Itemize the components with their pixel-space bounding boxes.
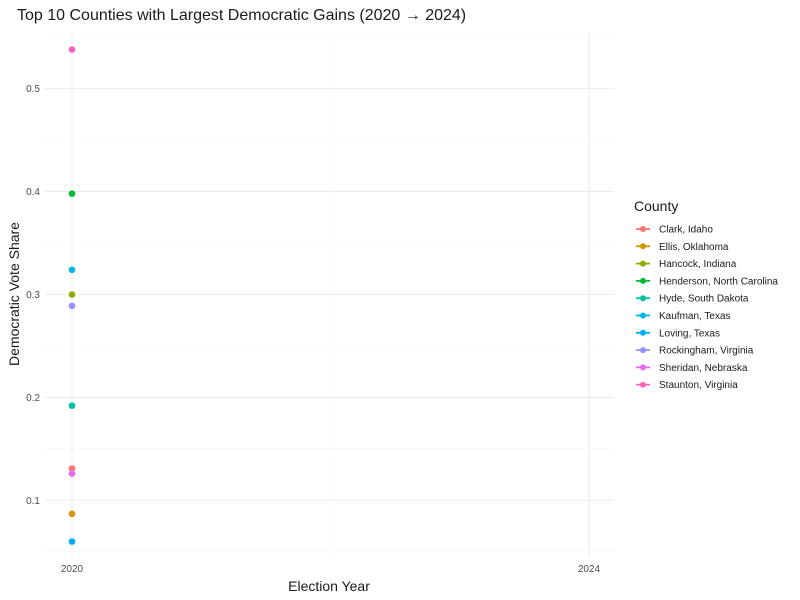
data-point-8 xyxy=(68,302,76,310)
legend-label: Rockingham, Virginia xyxy=(659,346,754,357)
data-point-9 xyxy=(68,470,76,477)
legend-label: Loving, Texas xyxy=(659,328,720,339)
legend-item: Sheridan, Nebraska xyxy=(636,363,748,374)
y-tick-label: 0.3 xyxy=(26,290,40,301)
legend-key-point xyxy=(640,347,646,354)
legend: County Clark, Idaho Ellis, Oklahoma Hancoc… xyxy=(634,198,778,391)
legend-item: Ellis, Oklahoma xyxy=(636,242,729,253)
legend-label: Sheridan, Nebraska xyxy=(659,363,748,374)
data-point-1 xyxy=(68,465,76,472)
legend-key-point xyxy=(640,277,646,284)
y-tick-label: 0.1 xyxy=(26,496,40,507)
legend-label: Staunton, Virginia xyxy=(659,380,738,391)
legend-key-point xyxy=(640,381,646,388)
y-tick-label: 0.5 xyxy=(26,84,40,95)
legend-key-point xyxy=(640,312,646,319)
x-axis-title: Election Year xyxy=(288,578,370,594)
legend-item: Hancock, Indiana xyxy=(636,259,737,270)
data-point-3 xyxy=(68,291,76,298)
legend-item: Hyde, South Dakota xyxy=(636,294,749,305)
legend-key-point xyxy=(640,260,646,267)
x-tick-label: 2020 xyxy=(61,564,84,575)
legend-item: Loving, Texas xyxy=(636,328,720,339)
legend-item: Henderson, North Carolina xyxy=(636,276,778,287)
y-axis-title: Democratic Vote Share xyxy=(6,222,22,366)
legend-item: Staunton, Virginia xyxy=(636,380,738,391)
legend-key-point xyxy=(640,226,646,232)
data-point-5 xyxy=(68,402,76,409)
legend-item: Kaufman, Texas xyxy=(636,311,731,322)
legend-key-point xyxy=(640,329,646,336)
y-tick-label: 0.4 xyxy=(26,187,40,198)
data-point-10 xyxy=(68,46,76,53)
legend-item: Clark, Idaho xyxy=(636,225,713,236)
legend-key-point xyxy=(640,243,646,250)
grid xyxy=(45,32,614,557)
data-point-4 xyxy=(68,190,76,197)
y-axis-ticks: 0.1 0.2 0.3 0.4 0.5 xyxy=(26,84,40,507)
legend-label: Ellis, Oklahoma xyxy=(659,242,729,253)
legend-title: County xyxy=(634,198,678,214)
legend-key-point xyxy=(640,364,646,371)
legend-key-point xyxy=(640,295,646,302)
chart-title: Top 10 Counties with Largest Democratic … xyxy=(17,7,466,24)
data-point-2 xyxy=(68,510,76,518)
x-axis-ticks: 2020 2024 xyxy=(61,564,601,575)
legend-label: Hyde, South Dakota xyxy=(659,294,749,305)
data-point-7 xyxy=(68,538,76,545)
legend-item: Rockingham, Virginia xyxy=(636,346,754,357)
data-point-6 xyxy=(68,266,76,274)
legend-label: Kaufman, Texas xyxy=(659,311,731,322)
legend-label: Henderson, North Carolina xyxy=(659,276,778,287)
x-tick-label: 2024 xyxy=(578,564,601,575)
legend-label: Hancock, Indiana xyxy=(659,259,737,270)
y-tick-label: 0.2 xyxy=(26,393,40,404)
legend-label: Clark, Idaho xyxy=(659,225,713,236)
data-points xyxy=(68,46,76,545)
